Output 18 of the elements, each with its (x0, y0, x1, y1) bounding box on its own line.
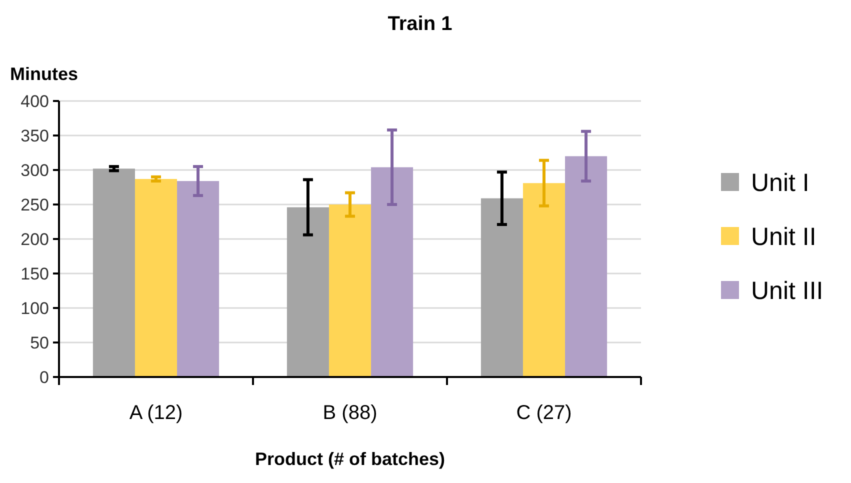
y-tick-label: 250 (20, 195, 49, 214)
legend-label: Unit I (751, 168, 810, 197)
x-tick-label: C (27) (516, 402, 572, 424)
x-tick-label: A (12) (129, 402, 183, 424)
x-axis-title: Product (# of batches) (254, 449, 446, 469)
y-axis-title: Minutes (10, 64, 78, 84)
y-tick-label: 200 (20, 230, 49, 249)
y-tick-label: 50 (30, 333, 49, 352)
y-tick-label: 100 (20, 298, 49, 318)
legend-label: Unit II (751, 222, 816, 251)
chart-title: Train 1 (388, 13, 452, 35)
y-tick-label: 350 (20, 126, 49, 146)
y-tick-label: 150 (20, 264, 49, 284)
y-tick-label: 0 (40, 368, 49, 387)
y-tick-label: 400 (20, 92, 49, 111)
x-tick-label: B (88) (322, 402, 378, 424)
y-tick-label: 300 (20, 160, 49, 180)
legend-label: Unit III (751, 276, 824, 305)
